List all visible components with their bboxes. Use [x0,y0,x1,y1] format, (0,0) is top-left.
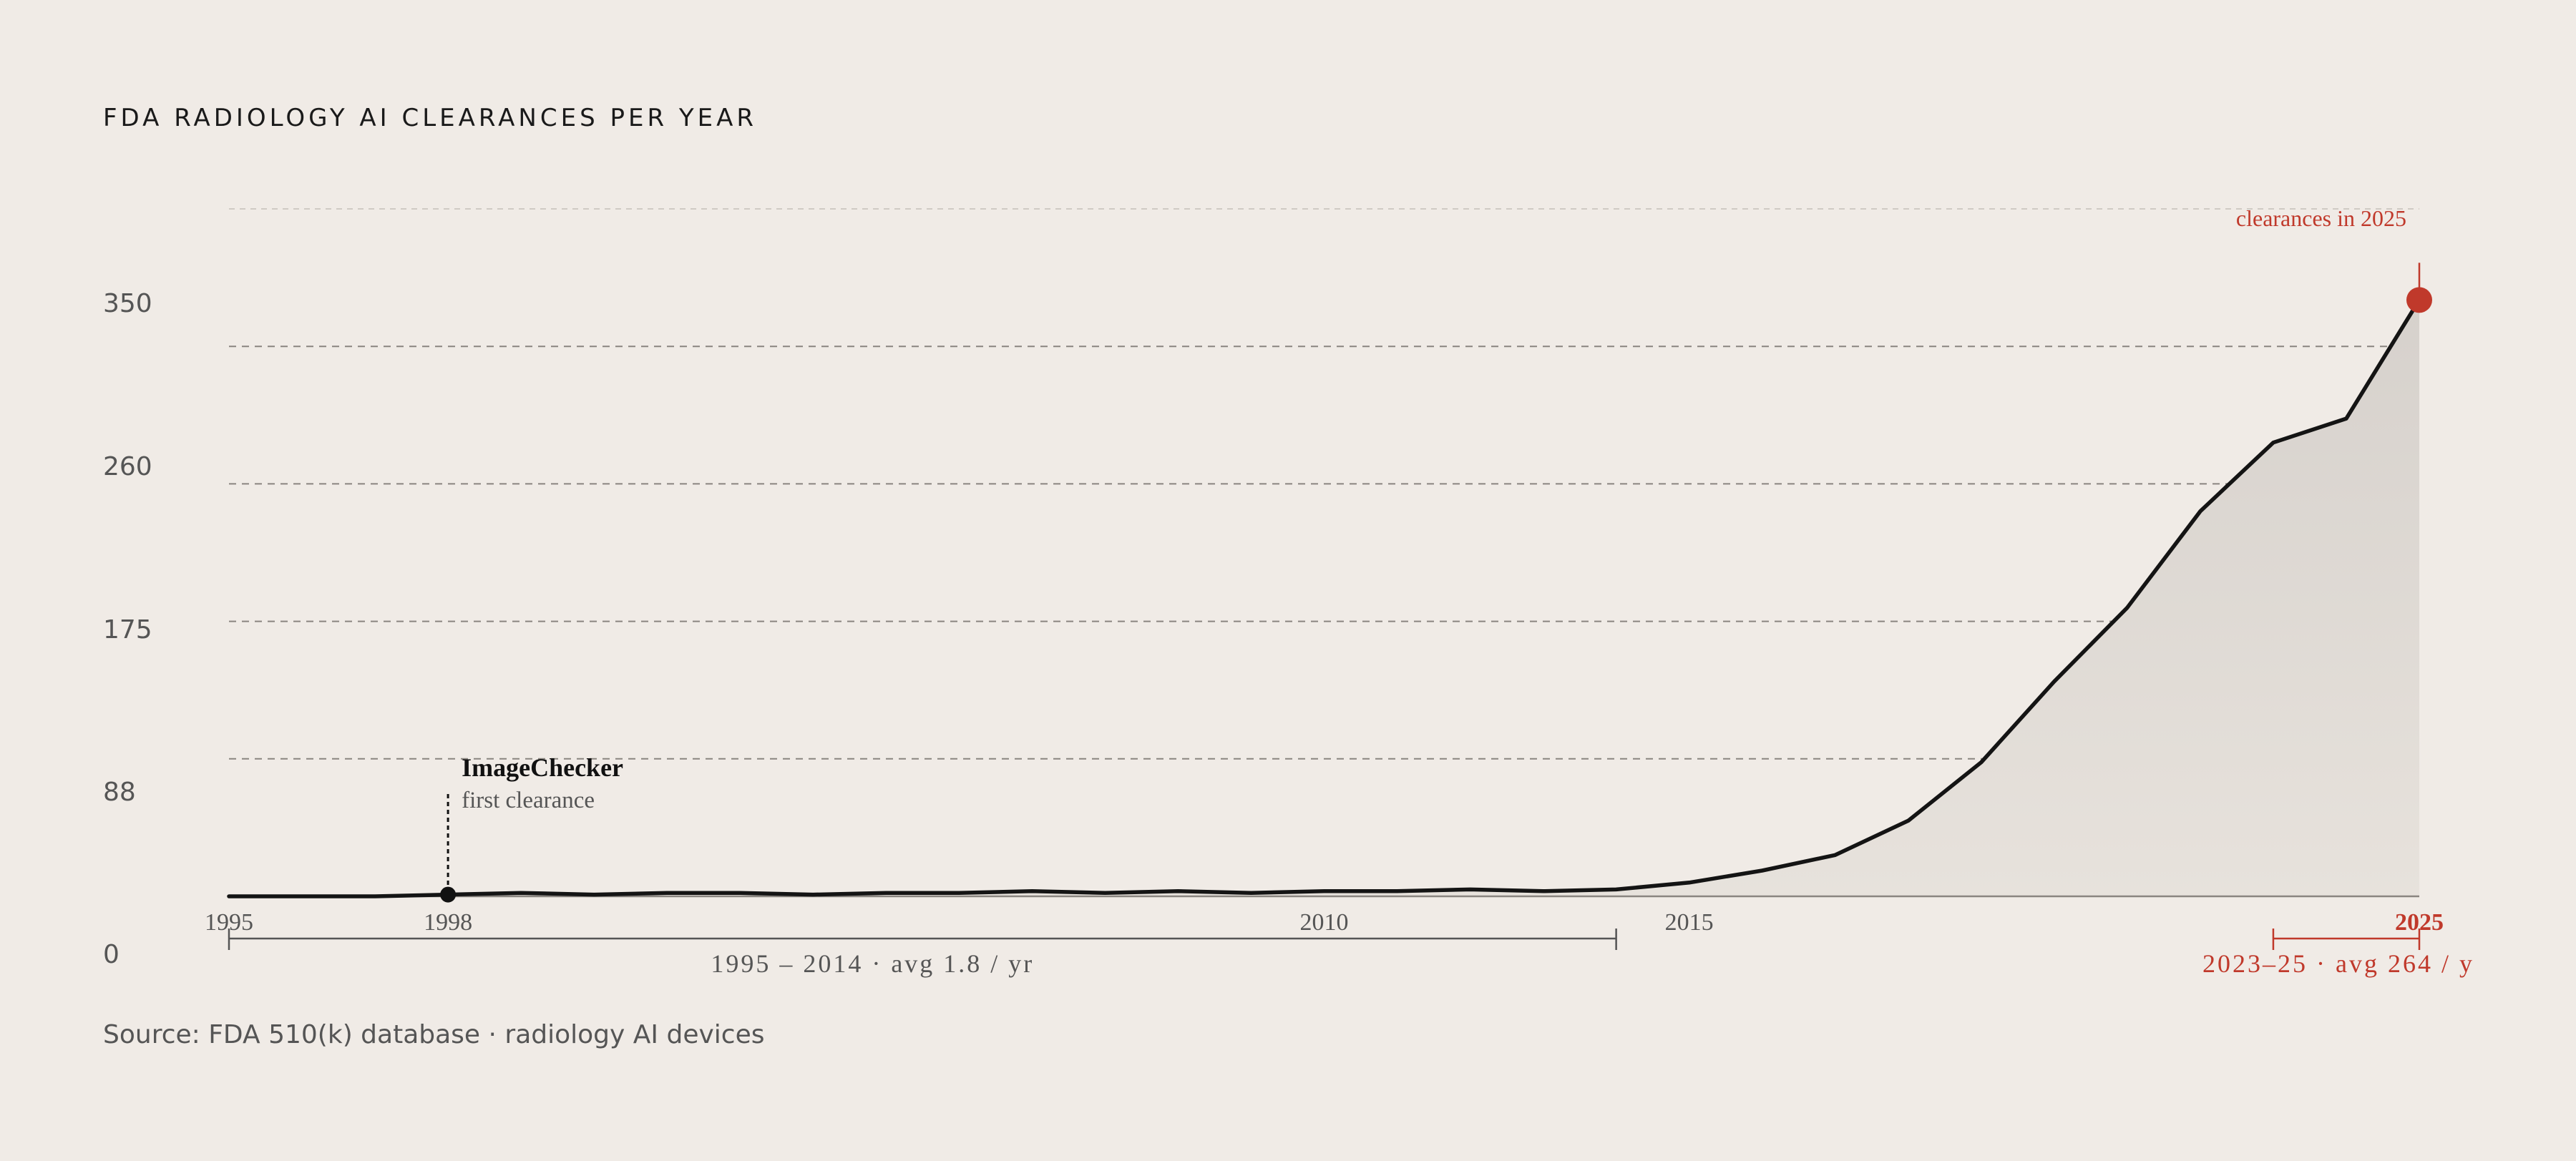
first-clearance-marker [440,886,457,903]
y-tick-label: 175 [103,615,152,645]
annotation-sublabel: first clearance [462,788,595,813]
annotations: 1995 – 2014 · avg 1.8 / yr 2023–25 · avg … [228,205,2474,978]
y-tick-label: 88 [103,778,136,807]
y-tick-label: 0 [103,940,119,969]
annotation-label: ImageChecker [462,753,623,782]
y-tick-label: 260 [103,452,152,481]
series-layer [227,298,2421,898]
y-tick-label: 350 [103,289,152,318]
x-tick-label: 1998 [424,909,472,936]
x-tick-label: 2015 [1665,909,1714,936]
series-line [227,298,2421,898]
chart-title: FDA RADIOLOGY AI CLEARANCES PER YEAR [103,104,758,132]
x-tick-label: 2010 [1300,909,1349,936]
source-note: Source: FDA 510(k) database · radiology … [103,1020,765,1049]
annotation-label-latest: clearances in 2025 [2236,205,2406,231]
gridlines [229,208,2419,760]
area-layer [229,300,2419,896]
latest-value-marker [2406,287,2432,313]
range-label-recent: 2023–25 · avg 264 / y [2202,949,2474,978]
range-label-early: 1995 – 2014 · avg 1.8 / yr [711,949,1034,978]
area-fill [229,300,2419,896]
